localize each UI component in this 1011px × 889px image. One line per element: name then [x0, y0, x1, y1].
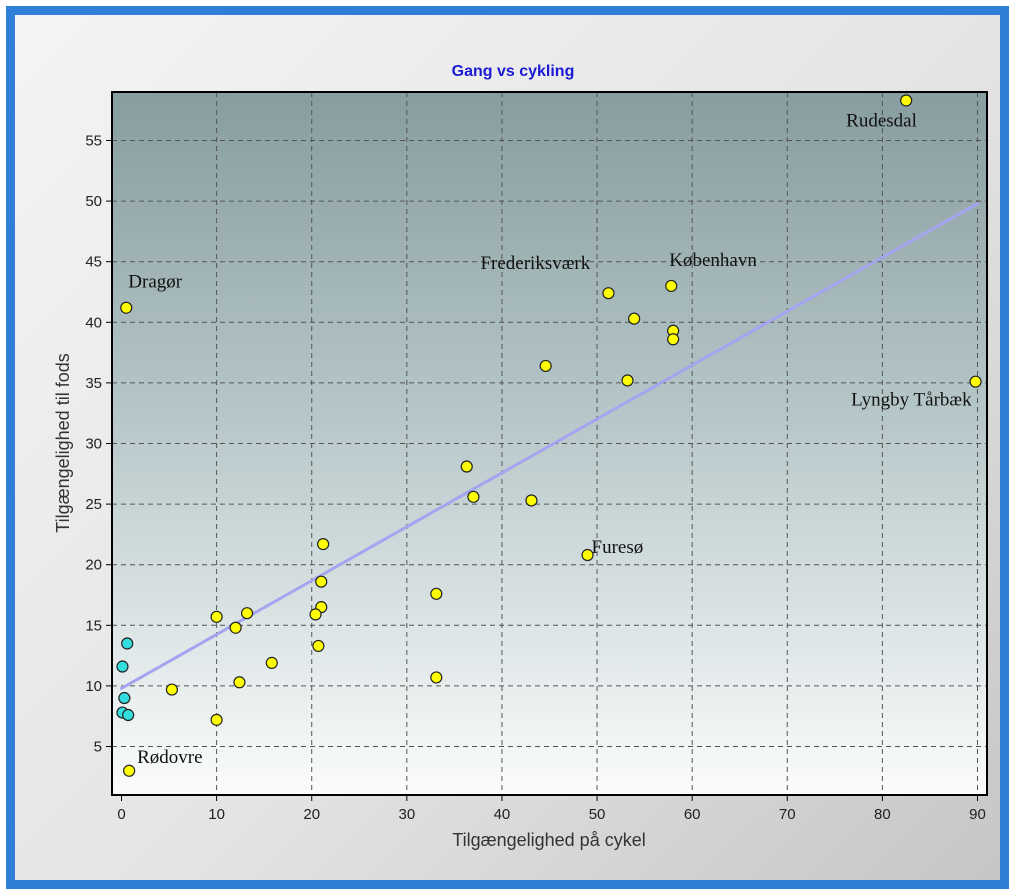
x-axis-title: Tilgængelighed på cykel	[452, 830, 645, 850]
x-tick-label: 90	[969, 806, 986, 823]
trendline	[120, 202, 979, 690]
data-point	[121, 637, 134, 650]
x-tick-label: 30	[398, 806, 415, 823]
y-tick-label: 35	[85, 375, 102, 392]
data-point	[581, 548, 594, 562]
data-point	[467, 490, 480, 503]
y-tick-label: 30	[85, 436, 102, 453]
point-label: Rødovre	[137, 747, 202, 768]
y-tick-label: 15	[85, 617, 102, 634]
data-point	[265, 656, 278, 669]
x-tick-label: 0	[117, 806, 125, 823]
y-axis-title: Tilgængelighed til fods	[53, 353, 73, 532]
x-tick-label: 70	[779, 806, 796, 823]
point-label: Lyngby Tårbæk	[851, 390, 972, 411]
y-tick-label: 20	[85, 557, 102, 574]
x-tick-label: 40	[494, 806, 511, 823]
data-point	[210, 610, 223, 623]
data-point	[210, 713, 223, 726]
y-tick-label: 5	[94, 739, 102, 756]
plot-area	[112, 92, 987, 795]
data-point	[165, 683, 179, 696]
data-point	[621, 374, 634, 387]
plot-border	[111, 91, 988, 796]
trendline-group	[120, 202, 979, 690]
data-point	[120, 301, 133, 314]
data-point	[667, 333, 680, 346]
data-point	[123, 764, 136, 777]
data-point	[317, 538, 330, 551]
x-tick-label: 60	[684, 806, 701, 823]
data-point	[460, 460, 473, 473]
x-tick-label: 50	[589, 806, 606, 823]
x-axis-ticks: 0 10 20 30 40 50 60 70 80 90	[117, 795, 986, 823]
data-point	[233, 676, 246, 689]
x-tick-label: 10	[208, 806, 225, 823]
data-point	[969, 375, 982, 388]
point-label: Rudesdal	[846, 110, 917, 131]
point-label: Dragør	[128, 272, 182, 293]
data-point	[122, 708, 135, 722]
data-point	[430, 671, 443, 684]
data-points	[116, 94, 982, 777]
data-point	[602, 287, 615, 300]
y-tick-label: 45	[85, 254, 102, 271]
y-tick-label: 40	[85, 314, 102, 331]
point-label: Furesø	[592, 537, 644, 558]
y-tick-label: 10	[85, 678, 102, 695]
data-point	[900, 94, 913, 107]
chart-title: Gang vs cykling	[452, 63, 575, 80]
y-tick-label: 25	[85, 496, 102, 513]
data-point	[118, 691, 131, 705]
data-point	[539, 359, 552, 373]
data-point	[240, 607, 254, 620]
grid-lines	[112, 92, 987, 795]
data-point	[430, 587, 443, 600]
data-point	[309, 608, 322, 621]
x-tick-label: 80	[874, 806, 891, 823]
data-point	[525, 494, 538, 507]
data-point	[315, 575, 328, 588]
point-label: København	[669, 250, 757, 271]
y-tick-label: 55	[85, 132, 102, 149]
data-point	[312, 639, 325, 653]
point-label: Frederiksværk	[480, 253, 590, 274]
y-axis-ticks: 5 10 15 20 25 30 35 40 45 50 55	[85, 132, 112, 756]
point-labels: Rudesdal Dragør Frederiksværk København Lyng…	[128, 110, 972, 767]
data-point	[229, 621, 242, 634]
y-tick-label: 50	[85, 193, 102, 210]
data-point	[628, 312, 641, 325]
data-point	[116, 660, 129, 673]
x-tick-label: 20	[303, 806, 320, 823]
data-point	[665, 279, 678, 293]
